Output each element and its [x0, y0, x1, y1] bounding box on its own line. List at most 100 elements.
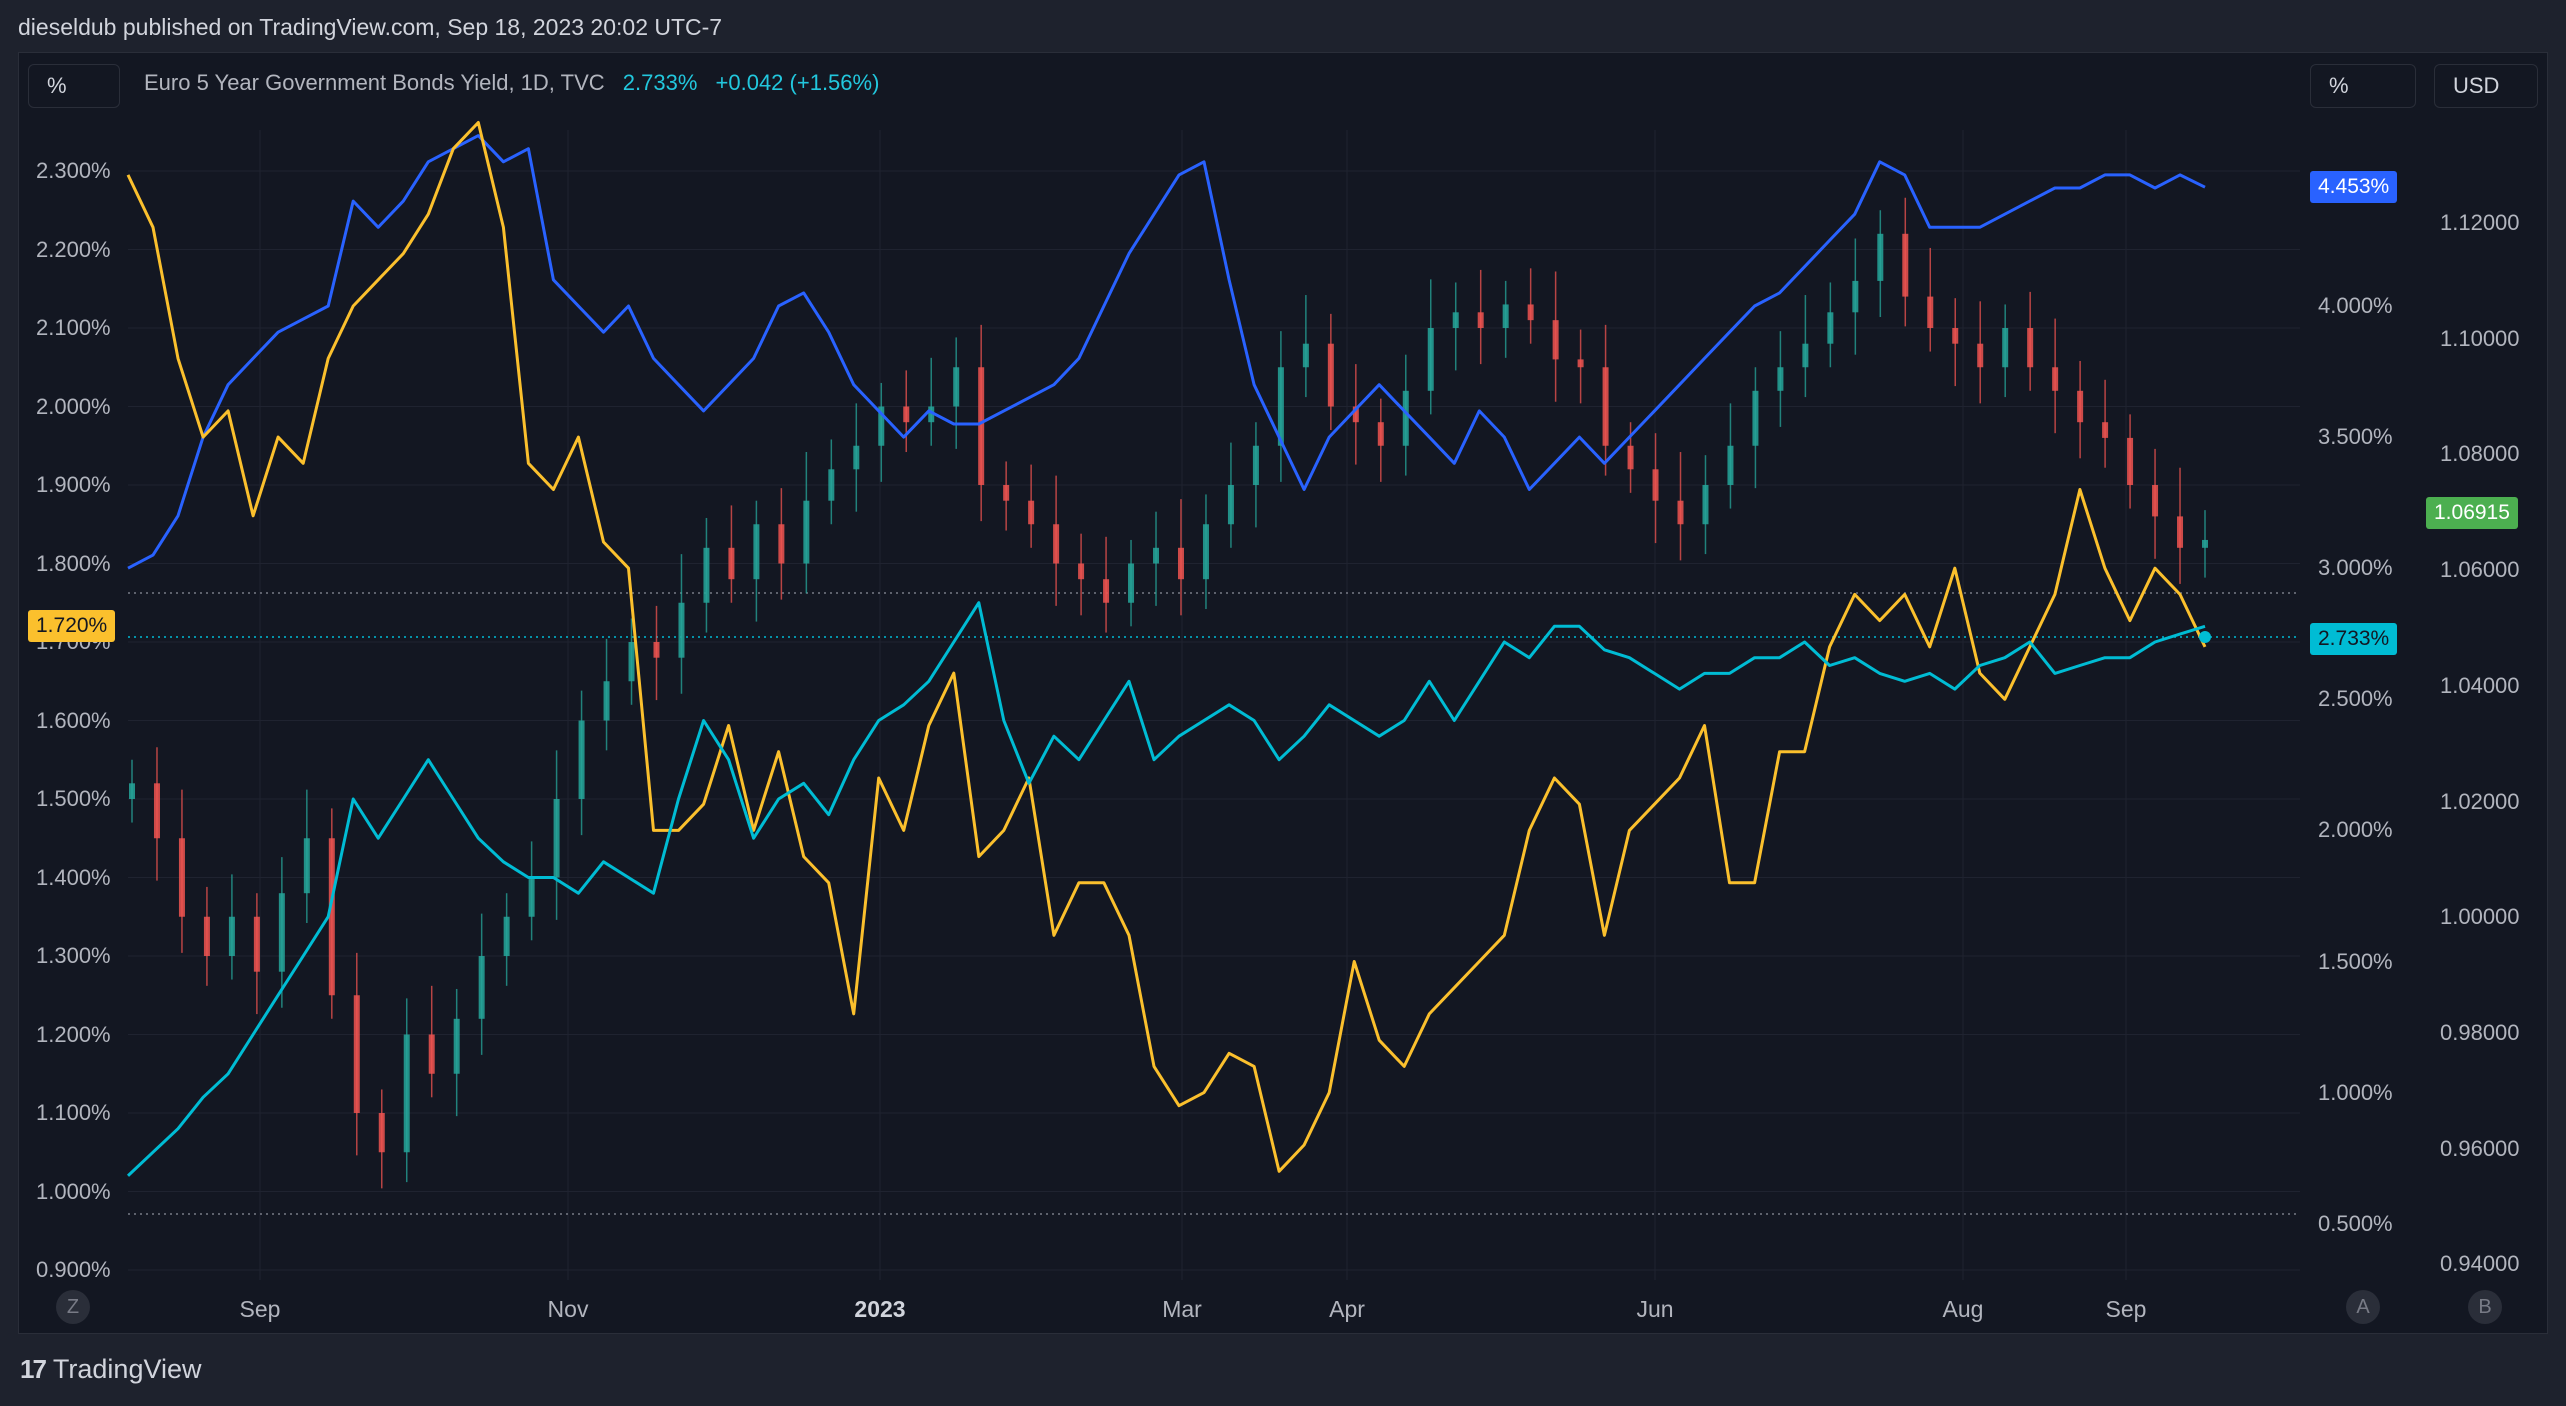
candle-body: [328, 838, 335, 996]
publish-info: dieseldub published on TradingView.com, …: [18, 14, 723, 40]
candle-body: [1627, 445, 1634, 470]
candle-body: [153, 783, 160, 839]
candle-body: [1302, 343, 1309, 368]
candle-body: [1003, 485, 1010, 501]
right-axis-label: 1.04000: [2440, 672, 2520, 698]
mid-axis-label: 2.000%: [2318, 817, 2393, 843]
candle-body: [403, 1034, 410, 1153]
candle-body: [1227, 485, 1234, 525]
candle-body: [903, 406, 910, 423]
candle-body: [1128, 563, 1135, 603]
candle-body: [1177, 547, 1184, 580]
candle-body: [853, 445, 860, 470]
right-axis-label: 1.06000: [2440, 557, 2520, 583]
candle-body: [728, 547, 735, 580]
right-axis-label: 1.00000: [2440, 904, 2520, 930]
candle-body: [628, 642, 635, 682]
left-axis-label: 1.500%: [36, 786, 111, 811]
time-axis-label: 2023: [854, 1296, 906, 1322]
candle-body: [1702, 485, 1709, 525]
left-axis-label: 1.100%: [36, 1100, 111, 1125]
candle-body: [1103, 579, 1110, 603]
right-axis-label: 1.12000: [2440, 210, 2520, 235]
candle-body: [828, 469, 835, 501]
candle-body: [453, 1018, 460, 1074]
right-axis-label: 1.10000: [2440, 325, 2520, 351]
candle-body: [1727, 445, 1734, 485]
candle-body: [1877, 233, 1884, 281]
candle-body: [1277, 367, 1284, 446]
left-axis-label: 1.300%: [36, 943, 111, 968]
mid-axis-label: 2.500%: [2318, 686, 2393, 712]
time-axis-label: Aug: [1942, 1296, 1984, 1322]
candle-body: [278, 893, 285, 972]
candle-body: [803, 500, 810, 564]
candle-body: [2127, 437, 2134, 485]
left-axis-label: 1.400%: [36, 864, 111, 890]
candle-body: [878, 406, 885, 446]
tradingview-logo-icon: 17: [20, 1354, 47, 1384]
left-axis-label: 1.000%: [36, 1178, 111, 1204]
series-line-blue: [127, 134, 2206, 570]
teal-last-point: [2199, 631, 2211, 643]
candle-body: [1252, 445, 1259, 485]
blue-price-tag: 4.453%: [2310, 171, 2398, 203]
auto-scale-button[interactable]: A: [2346, 1290, 2380, 1324]
candle-body: [1802, 343, 1809, 368]
right-axis-label: 0.94000: [2440, 1251, 2520, 1277]
candle-body: [1752, 390, 1759, 446]
series-line-yellow: [126, 121, 2207, 1173]
time-axis-label: Mar: [1162, 1296, 1202, 1322]
candle-body: [178, 838, 185, 917]
zoom-reset-button[interactable]: Z: [56, 1290, 90, 1324]
candle-body: [253, 916, 260, 972]
tradingview-brand: 17 TradingView: [20, 1354, 202, 1385]
brand-name: TradingView: [52, 1354, 202, 1384]
candle-body: [1677, 500, 1684, 525]
right-axis-label: 1.08000: [2440, 441, 2520, 467]
time-axis-label: Jun: [1636, 1296, 1674, 1322]
mid-axis-label: 4.000%: [2318, 293, 2393, 318]
candle-body: [1202, 524, 1209, 580]
legend-value: 2.733%: [622, 70, 698, 95]
candle-body: [1777, 367, 1784, 391]
legend-change: +0.042 (+1.56%): [715, 70, 880, 95]
candle-body: [2152, 485, 2159, 517]
right-unit-button[interactable]: %: [2310, 64, 2416, 108]
candle-body: [678, 602, 685, 658]
candle-body: [603, 681, 610, 721]
series-line-teal: [126, 601, 2206, 1177]
left-axis-label: 1.200%: [36, 1021, 111, 1047]
candle-body: [228, 916, 235, 956]
candle-body: [1377, 422, 1384, 446]
left-unit-button[interactable]: %: [28, 64, 120, 108]
candle-body: [2202, 539, 2208, 548]
candle-body: [2077, 390, 2084, 423]
right-axis-label: 1.02000: [2440, 788, 2520, 814]
candle-body: [1577, 359, 1584, 368]
mid-axis-label: 0.500%: [2318, 1210, 2393, 1236]
left-axis-label: 1.900%: [36, 472, 111, 497]
currency-button[interactable]: USD: [2434, 64, 2538, 108]
left-axis-label: 2.200%: [36, 236, 111, 262]
candle-body: [129, 783, 135, 799]
candle-body: [1153, 547, 1160, 564]
candle-body: [953, 367, 960, 407]
candle-body: [1602, 367, 1609, 446]
candle-body: [378, 1113, 385, 1153]
candle-body: [1327, 343, 1334, 407]
candle-body: [1028, 500, 1035, 525]
series-legend: Euro 5 Year Government Bonds Yield, 1D, …: [144, 70, 879, 96]
time-axis-label: Sep: [2105, 1296, 2147, 1322]
green-price-tag: 1.06915: [2426, 497, 2518, 529]
candle-body: [1952, 328, 1959, 344]
mid-axis-label: 1.000%: [2318, 1079, 2393, 1105]
candle-body: [1502, 304, 1509, 328]
candle-body: [1977, 343, 1984, 368]
teal-price-tag: 2.733%: [2310, 623, 2398, 655]
candle-body: [1053, 524, 1060, 564]
candle-body: [1452, 312, 1459, 328]
time-axis-label: Nov: [547, 1296, 589, 1322]
scale-b-button[interactable]: B: [2468, 1290, 2502, 1324]
